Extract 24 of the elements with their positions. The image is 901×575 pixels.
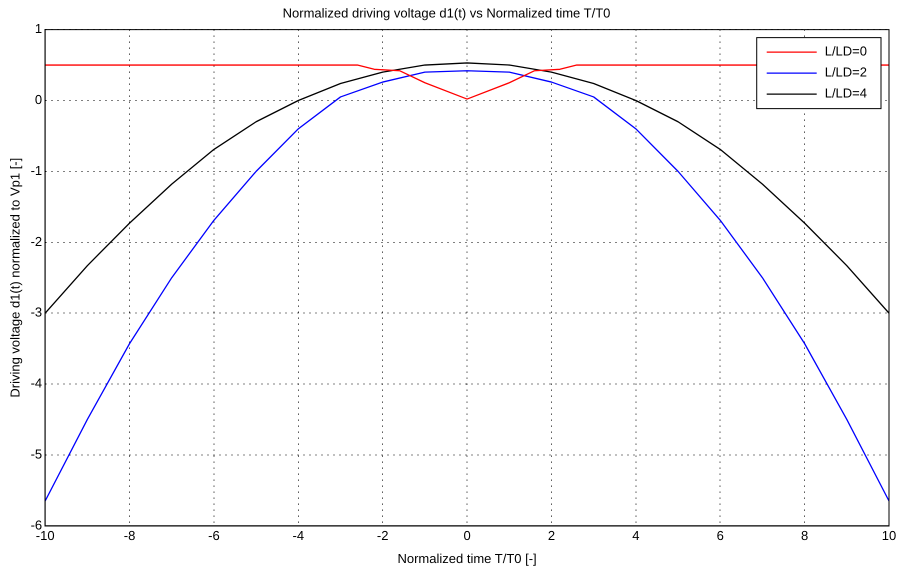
x-tick-label: 2	[548, 528, 556, 544]
y-axis-title: Driving voltage d1(t) normalized to Vp1 [-]	[7, 158, 22, 398]
x-tick-label: -2	[376, 528, 388, 544]
y-tick-label: 0	[34, 92, 42, 108]
x-tick-label: 0	[463, 528, 471, 544]
y-tick-label: -6	[30, 517, 42, 532]
legend-label: L/LD=4	[824, 86, 868, 101]
y-tick-label: -5	[30, 446, 42, 462]
y-tick-label: 1	[34, 21, 42, 36]
x-tick-label: -4	[292, 528, 304, 544]
y-tick-label: -2	[30, 234, 42, 249]
chart-title: Normalized driving voltage d1(t) vs Normalized time T/T0	[282, 5, 610, 20]
x-tick-label: -8	[124, 528, 136, 544]
x-tick-label: 6	[716, 528, 724, 544]
y-tick-label: -1	[30, 162, 42, 178]
x-tick-label: 4	[632, 528, 640, 544]
legend-label: L/LD=2	[824, 64, 868, 80]
x-tick-label: 10	[882, 528, 896, 544]
legend-label: L/LD=0	[824, 44, 868, 59]
x-tick-label: -6	[208, 528, 220, 544]
x-axis-title: Normalized time T/T0 [-]	[397, 550, 537, 566]
y-tick-label: -3	[30, 304, 42, 320]
x-tick-label: 8	[801, 528, 808, 544]
y-tick-label: -4	[30, 376, 42, 391]
